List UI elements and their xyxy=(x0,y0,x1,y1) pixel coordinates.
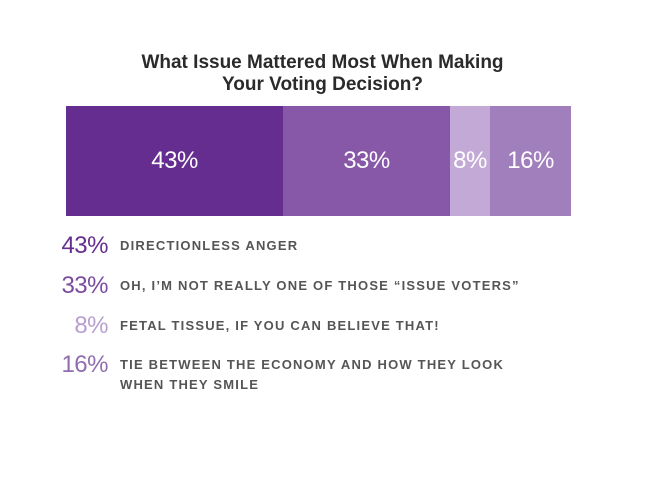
bar-segment-4: 16% xyxy=(490,106,571,216)
chart-title-line-2: Your Voting Decision? xyxy=(222,74,423,95)
legend-percent: 16% xyxy=(61,351,108,378)
bar-segment-3: 8% xyxy=(449,106,491,216)
bar-segment-label-2: 33% xyxy=(343,147,390,174)
chart-title-line-1: What Issue Mattered Most When Making xyxy=(141,52,504,73)
legend-label: OH, I’M NOT REALLY ONE OF THOSE “ISSUE V… xyxy=(120,278,520,293)
legend-percent: 43% xyxy=(61,232,108,259)
bar-segment-1: 43% xyxy=(66,106,284,216)
legend-percent: 8% xyxy=(74,312,108,339)
legend-percent: 33% xyxy=(61,272,108,299)
legend-label: FETAL TISSUE, IF YOU CAN BELIEVE THAT! xyxy=(120,318,440,333)
bar-segment-2: 33% xyxy=(283,106,450,216)
bar-segment-label-1: 43% xyxy=(151,147,198,174)
bar-segment-label-3: 8% xyxy=(453,147,487,174)
bar-segment-label-4: 16% xyxy=(507,147,554,174)
legend-label: TIE BETWEEN THE ECONOMY AND HOW THEY LOO… xyxy=(120,357,505,392)
stacked-bar: 43% 33% 8% 16% xyxy=(66,106,571,216)
chart-title: What Issue Mattered Most When Making You… xyxy=(0,52,645,96)
legend-label: DIRECTIONLESS ANGER xyxy=(120,238,299,253)
